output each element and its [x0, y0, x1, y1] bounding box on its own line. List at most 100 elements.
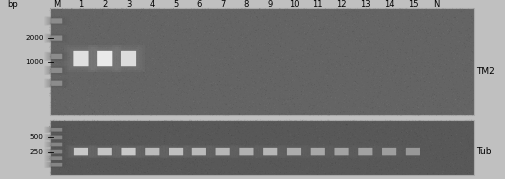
Point: [298, 121, 307, 124]
Point: [79, 66, 87, 69]
Point: [231, 91, 239, 94]
Point: [403, 92, 411, 95]
Point: [119, 82, 127, 85]
Point: [319, 33, 327, 36]
Point: [246, 102, 254, 105]
Point: [366, 35, 374, 38]
Point: [201, 159, 209, 161]
Point: [272, 97, 280, 100]
Point: [138, 97, 146, 100]
Point: [181, 17, 189, 20]
Point: [356, 37, 364, 39]
Point: [301, 158, 309, 161]
Point: [227, 66, 235, 69]
Point: [118, 141, 126, 143]
Point: [378, 122, 386, 125]
Point: [215, 114, 223, 117]
Point: [302, 66, 311, 69]
Point: [68, 35, 76, 37]
Point: [155, 83, 163, 86]
Point: [416, 79, 424, 82]
Point: [193, 137, 201, 140]
Point: [231, 50, 239, 53]
Point: [65, 60, 73, 63]
Point: [318, 168, 326, 171]
Point: [50, 106, 58, 109]
Point: [58, 158, 66, 161]
Point: [444, 49, 452, 52]
Point: [201, 172, 209, 175]
Point: [446, 23, 454, 25]
Point: [463, 13, 471, 15]
Point: [292, 97, 300, 100]
Point: [149, 38, 158, 41]
Point: [150, 42, 159, 45]
Point: [373, 108, 381, 111]
Point: [355, 113, 363, 116]
Point: [174, 144, 182, 146]
Point: [233, 105, 241, 108]
Point: [202, 142, 210, 145]
Point: [308, 139, 316, 142]
Point: [425, 32, 433, 35]
Point: [463, 103, 471, 106]
Point: [193, 113, 201, 116]
Point: [215, 101, 223, 104]
Point: [429, 161, 437, 164]
Point: [70, 141, 78, 144]
Point: [431, 132, 439, 135]
Point: [366, 44, 374, 47]
Point: [206, 147, 214, 150]
Point: [279, 20, 287, 23]
Point: [247, 45, 255, 48]
Point: [349, 55, 358, 58]
Point: [386, 156, 394, 159]
Point: [111, 16, 119, 19]
Point: [440, 58, 448, 61]
Point: [89, 95, 97, 98]
Point: [83, 142, 91, 145]
Point: [129, 50, 137, 53]
Point: [393, 161, 401, 164]
Point: [418, 105, 426, 107]
Point: [344, 64, 352, 67]
Point: [95, 65, 103, 67]
Point: [234, 38, 242, 41]
Point: [460, 119, 468, 122]
Point: [195, 76, 203, 79]
Point: [412, 23, 420, 25]
Point: [90, 138, 98, 141]
Point: [338, 161, 346, 164]
Point: [248, 38, 257, 40]
Point: [449, 140, 457, 143]
Point: [159, 163, 167, 166]
Point: [425, 34, 433, 37]
Point: [302, 44, 310, 47]
Point: [302, 95, 310, 98]
Point: [375, 22, 383, 25]
Point: [129, 157, 137, 160]
Point: [283, 88, 291, 90]
Point: [145, 99, 154, 102]
Point: [162, 165, 170, 168]
Point: [273, 106, 281, 109]
Point: [408, 162, 416, 165]
Point: [467, 121, 475, 124]
Point: [454, 55, 463, 58]
Point: [228, 154, 236, 157]
Point: [237, 33, 245, 36]
Point: [172, 8, 180, 11]
Point: [171, 102, 179, 105]
Point: [221, 45, 229, 47]
Point: [381, 107, 389, 110]
Point: [286, 71, 294, 74]
Point: [184, 61, 192, 64]
Point: [229, 53, 237, 56]
Point: [150, 52, 159, 55]
Point: [381, 28, 389, 31]
Point: [347, 63, 355, 66]
Point: [397, 108, 406, 111]
Point: [129, 44, 137, 47]
Point: [162, 93, 170, 96]
Point: [208, 29, 216, 32]
